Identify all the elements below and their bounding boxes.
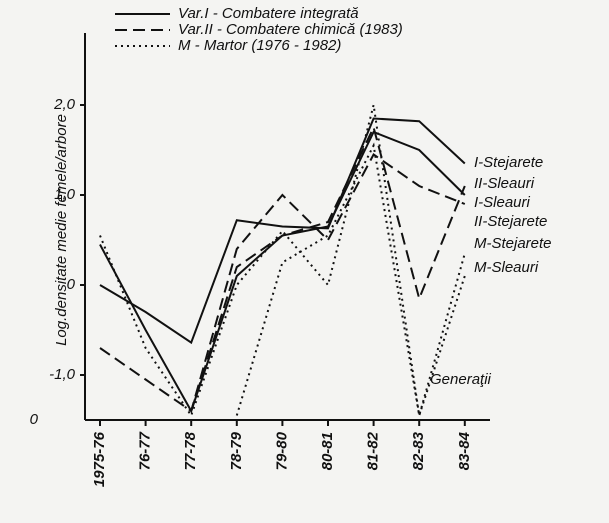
legend-label: M - Martor (1976 - 1982) [178, 37, 341, 54]
legend-label: Var.II - Combatere chimică (1983) [178, 21, 403, 38]
series-line [99, 153, 466, 413]
series-line [190, 124, 466, 412]
y-tick-label: 2,0 [53, 96, 76, 113]
y-axis-label: Log.densitate medie femele/arbore [53, 114, 70, 346]
x-tick-label: 76-77 [137, 431, 154, 470]
x-tick-label: 78-79 [228, 431, 245, 470]
x-tick-label: 80-81 [319, 432, 336, 470]
annotation: 0 [30, 411, 39, 428]
x-tick-label: 83-84 [456, 431, 473, 470]
annotation: Generaţii [430, 371, 492, 388]
x-tick-label: 1975-76 [91, 431, 108, 487]
series-label: M-Sleauri [474, 259, 539, 276]
x-tick-label: 81-82 [365, 431, 382, 470]
y-tick-label: 0 [67, 276, 76, 293]
series-label: II-Sleauri [474, 175, 535, 192]
legend-label: Var.I - Combatere integrată [178, 5, 359, 22]
series-line [99, 130, 466, 414]
x-tick-label: 77-78 [182, 431, 199, 470]
y-tick-label: 1,0 [54, 186, 76, 203]
series-label: II-Stejarete [474, 213, 547, 230]
series-label: I-Stejarete [474, 154, 543, 171]
series-line [99, 104, 466, 418]
series-label: I-Sleauri [474, 194, 531, 211]
series-line [235, 142, 466, 416]
series-label: M-Stejarete [474, 235, 552, 252]
series-line [99, 117, 466, 345]
y-tick-label: -1,0 [49, 366, 76, 383]
x-tick-label: 79-80 [273, 431, 290, 470]
x-tick-label: 82-83 [410, 431, 427, 470]
